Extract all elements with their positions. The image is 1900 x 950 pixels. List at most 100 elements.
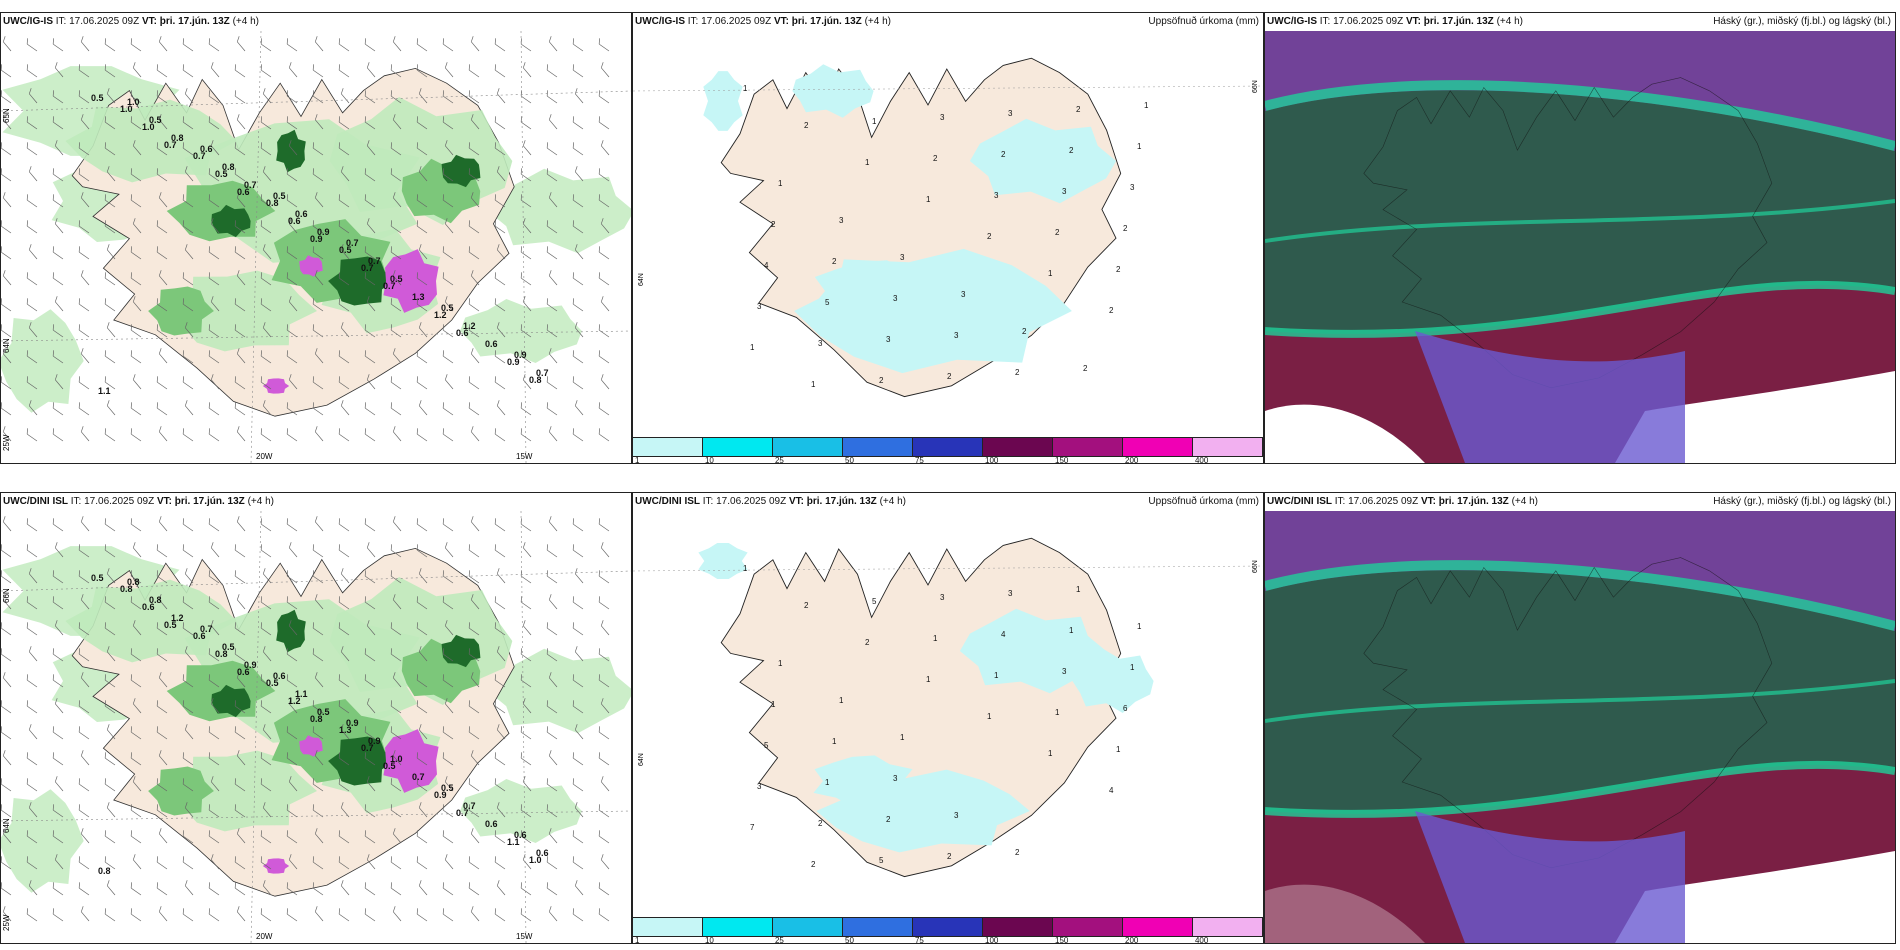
- wind-barb-shaft: [549, 677, 558, 688]
- wind-barb-shaft: [364, 835, 376, 844]
- wind-barb: [1, 64, 12, 78]
- wind-barb-flag: [494, 856, 496, 863]
- wind-barb: [234, 402, 246, 416]
- wind-barb: [182, 830, 194, 844]
- precip-colorbar: 1 10 25 50 75 100 150 200 400: [633, 437, 1263, 463]
- wind-barb-flag: [210, 218, 214, 224]
- colorbar-swatch: [1123, 438, 1193, 456]
- colorbar-tick: 1: [635, 456, 640, 464]
- wind-barb-shaft: [130, 835, 142, 844]
- precip-value-label: 0.6: [536, 848, 549, 858]
- wind-barb: [104, 700, 116, 714]
- wind-barb-flag: [598, 90, 600, 97]
- wind-barb-shaft: [315, 833, 324, 844]
- colorbar-swatch: [703, 438, 773, 456]
- wind-barb: [364, 908, 376, 922]
- wind-barb: [1, 804, 12, 818]
- wind-barb-flag: [80, 348, 84, 354]
- wind-barb: [314, 348, 324, 364]
- wind-barb: [182, 596, 194, 610]
- wind-barb-shaft: [52, 523, 64, 532]
- top-cloud-panel: UWC/IG-IS IT: 17.06.2025 09Z VT: þri. 17…: [1264, 12, 1896, 464]
- wind-barb: [286, 674, 298, 688]
- wind-barb-flag: [312, 778, 314, 785]
- wind-barb: [184, 88, 194, 104]
- wind-barb-shaft: [497, 249, 506, 260]
- wind-barb-flag: [158, 750, 162, 756]
- wind-barb-shaft: [182, 783, 194, 792]
- wind-barb: [1, 882, 12, 896]
- wind-barb-shaft: [29, 171, 38, 182]
- wind-barb-shaft: [182, 355, 194, 364]
- wind-barb-shaft: [52, 173, 64, 182]
- wind-barb-shaft: [338, 757, 350, 766]
- wind-barb: [364, 116, 376, 130]
- wind-barb-flag: [338, 856, 340, 863]
- wind-barb: [494, 908, 506, 922]
- wind-barb-flag: [600, 218, 604, 224]
- wind-barb-flag: [26, 116, 28, 123]
- wind-barb-shaft: [523, 781, 532, 792]
- wind-barb: [364, 350, 376, 364]
- wind-barb-shaft: [208, 251, 220, 260]
- wind-barb: [600, 296, 610, 312]
- wind-barb: [184, 568, 194, 584]
- wind-barb-shaft: [52, 121, 64, 130]
- wind-barb-flag: [572, 596, 574, 603]
- wind-barb: [600, 620, 610, 636]
- wind-barb-flag: [390, 402, 392, 409]
- precip-value-label: 1.0: [120, 104, 133, 114]
- wind-barb-shaft: [416, 549, 428, 558]
- wind-barb-flag: [598, 194, 600, 201]
- wind-barb-flag: [132, 140, 136, 146]
- wind-barb-shaft: [598, 121, 610, 130]
- wind-barb: [312, 298, 324, 312]
- wind-barb: [522, 296, 532, 312]
- wind-barb: [286, 570, 298, 584]
- wind-barb-flag: [262, 568, 266, 574]
- wind-barb: [236, 36, 246, 52]
- precip-value-label: 0.6: [456, 328, 469, 338]
- wind-barb: [442, 246, 454, 260]
- wind-barb-flag: [54, 140, 58, 146]
- wind-barb: [286, 752, 298, 766]
- wind-barb-flag: [182, 596, 184, 603]
- wind-barb-shaft: [159, 911, 168, 922]
- wind-barb-flag: [78, 64, 80, 71]
- wind-barb-flag: [234, 804, 236, 811]
- wind-barb: [78, 90, 90, 104]
- wind-barb-flag: [340, 802, 344, 808]
- wind-barb: [286, 518, 298, 532]
- wind-barb: [52, 674, 64, 688]
- wind-barb: [314, 594, 324, 610]
- wind-barb-shaft: [26, 757, 38, 766]
- wind-barb-shaft: [390, 549, 402, 558]
- wind-barb-shaft: [185, 807, 194, 818]
- wind-barb-shaft: [208, 199, 220, 208]
- wind-barb-flag: [468, 324, 470, 331]
- wind-barb-shaft: [81, 677, 90, 688]
- wind-barb-flag: [364, 272, 366, 279]
- wind-barb-shaft: [338, 679, 350, 688]
- wind-barb-shaft: [130, 251, 142, 260]
- wind-barb: [390, 648, 402, 662]
- wind-barb-shaft: [26, 549, 38, 558]
- wind-barb-flag: [574, 400, 578, 406]
- wind-barb-flag: [208, 726, 210, 733]
- wind-barb-flag: [598, 116, 600, 123]
- wind-barb-flag: [390, 648, 392, 655]
- wind-barb-shaft: [26, 69, 38, 78]
- wind-barb-flag: [600, 776, 604, 782]
- wind-barb-shaft: [494, 199, 506, 208]
- wind-barb-flag: [338, 220, 340, 227]
- precip-total-label: 2: [811, 860, 816, 869]
- wind-barb-shaft: [156, 69, 168, 78]
- wind-barb-shaft: [182, 601, 194, 610]
- wind-barb-shaft: [442, 433, 454, 442]
- wind-barb-shaft: [364, 575, 376, 584]
- wind-barb: [208, 38, 220, 52]
- wind-barb-shaft: [208, 679, 220, 688]
- wind-barb: [130, 194, 142, 208]
- wind-barb-shaft: [234, 887, 246, 896]
- wind-barb-flag: [522, 296, 526, 302]
